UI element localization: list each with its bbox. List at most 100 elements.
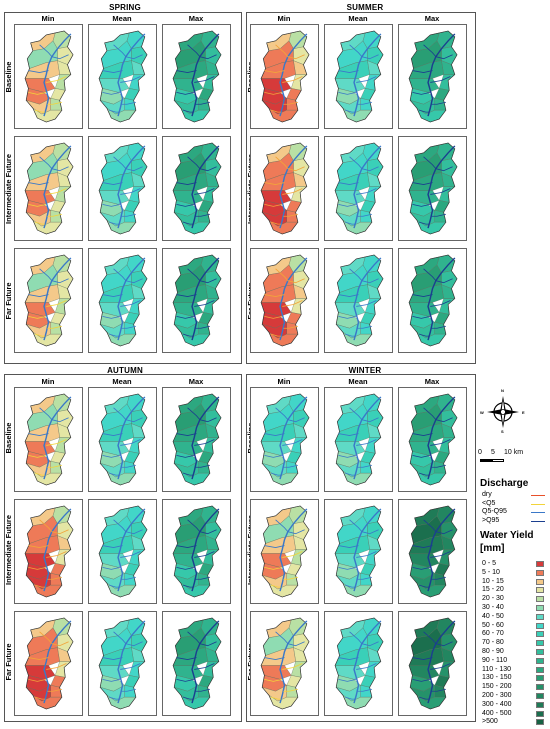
catchment-map bbox=[334, 505, 384, 598]
river bbox=[125, 529, 143, 535]
river bbox=[270, 584, 282, 588]
water-yield-legend-label: 50 - 60 bbox=[482, 621, 504, 629]
discharge-legend-line bbox=[531, 512, 545, 513]
river bbox=[46, 551, 67, 558]
water-yield-legend-label: 40 - 50 bbox=[482, 612, 504, 620]
season-title-summer: SUMMER bbox=[346, 3, 384, 12]
river bbox=[28, 91, 47, 95]
river bbox=[51, 417, 69, 423]
river bbox=[338, 294, 359, 297]
catchment-outline bbox=[172, 617, 222, 710]
river bbox=[28, 566, 47, 570]
river bbox=[344, 221, 356, 225]
water-yield-legend-label: 200 - 300 bbox=[482, 692, 512, 699]
river bbox=[102, 315, 121, 319]
river bbox=[194, 551, 215, 558]
catchment-map bbox=[408, 142, 458, 235]
river bbox=[427, 257, 456, 341]
river bbox=[182, 333, 194, 337]
map-autumn-baseline-max bbox=[162, 387, 231, 492]
river bbox=[121, 688, 137, 692]
river bbox=[430, 439, 451, 446]
river bbox=[287, 278, 305, 284]
river bbox=[282, 663, 303, 670]
river bbox=[117, 396, 146, 480]
map-summer-far-mean bbox=[324, 248, 393, 353]
group-winter bbox=[246, 374, 476, 722]
scale-label-0: 0 bbox=[478, 449, 482, 456]
river bbox=[283, 576, 299, 580]
river bbox=[361, 278, 379, 284]
catchment-map bbox=[98, 30, 148, 123]
river bbox=[418, 472, 430, 476]
catchment-outline bbox=[98, 617, 148, 710]
river bbox=[279, 508, 308, 592]
river bbox=[361, 641, 379, 647]
river bbox=[176, 566, 195, 570]
river bbox=[287, 166, 305, 172]
row-label-far: Far Future bbox=[4, 282, 13, 320]
river bbox=[120, 300, 141, 307]
river bbox=[412, 294, 433, 297]
river bbox=[435, 166, 453, 172]
row-label-baseline: Baseline bbox=[4, 422, 13, 454]
river bbox=[279, 620, 308, 704]
river bbox=[195, 688, 211, 692]
water-yield-legend-label: 5 - 10 bbox=[482, 568, 500, 576]
river bbox=[279, 145, 308, 229]
river bbox=[28, 203, 47, 207]
river bbox=[113, 44, 127, 57]
col-header-mean: Mean bbox=[112, 377, 132, 386]
river bbox=[344, 472, 356, 476]
discharge-legend-label: dry bbox=[482, 491, 492, 498]
map-summer-far-min bbox=[250, 248, 319, 353]
river bbox=[102, 678, 121, 682]
river bbox=[412, 657, 433, 660]
catchment-outline bbox=[334, 617, 384, 710]
river bbox=[412, 203, 431, 207]
river bbox=[349, 44, 363, 57]
river bbox=[270, 696, 282, 700]
water-yield-legend-title: Water Yield bbox=[480, 530, 534, 541]
map-summer-baseline-mean bbox=[324, 24, 393, 129]
river bbox=[338, 315, 357, 319]
water-yield-legend-swatch bbox=[536, 605, 544, 611]
river bbox=[361, 166, 379, 172]
river bbox=[275, 156, 289, 169]
river bbox=[121, 576, 137, 580]
river bbox=[423, 631, 437, 644]
discharge-legend-label: <Q5 bbox=[482, 499, 496, 507]
river bbox=[418, 333, 430, 337]
river bbox=[431, 464, 447, 468]
river bbox=[430, 551, 451, 558]
river bbox=[264, 91, 283, 95]
river bbox=[43, 33, 72, 117]
river bbox=[46, 439, 67, 446]
catchment-map bbox=[172, 142, 222, 235]
col-header-min: Min bbox=[277, 377, 291, 386]
river bbox=[194, 188, 215, 195]
water-yield-legend-label: 15 - 20 bbox=[482, 586, 504, 594]
river bbox=[270, 109, 282, 113]
river bbox=[125, 54, 143, 60]
river bbox=[117, 257, 146, 341]
river bbox=[412, 545, 433, 548]
river bbox=[349, 268, 363, 281]
discharge-legend-line bbox=[531, 520, 545, 522]
river bbox=[199, 166, 217, 172]
river bbox=[199, 54, 217, 60]
discharge-legend-title: Discharge bbox=[480, 478, 529, 489]
river bbox=[356, 300, 377, 307]
river bbox=[361, 529, 379, 535]
river bbox=[182, 109, 194, 113]
river bbox=[47, 464, 63, 468]
map-summer-intermediate-max bbox=[398, 136, 467, 241]
catchment-map bbox=[408, 30, 458, 123]
water-yield-legend-swatch bbox=[536, 561, 544, 567]
river bbox=[176, 182, 197, 185]
river bbox=[423, 156, 437, 169]
river bbox=[102, 545, 123, 548]
river bbox=[187, 631, 201, 644]
river bbox=[430, 188, 451, 195]
river bbox=[195, 576, 211, 580]
